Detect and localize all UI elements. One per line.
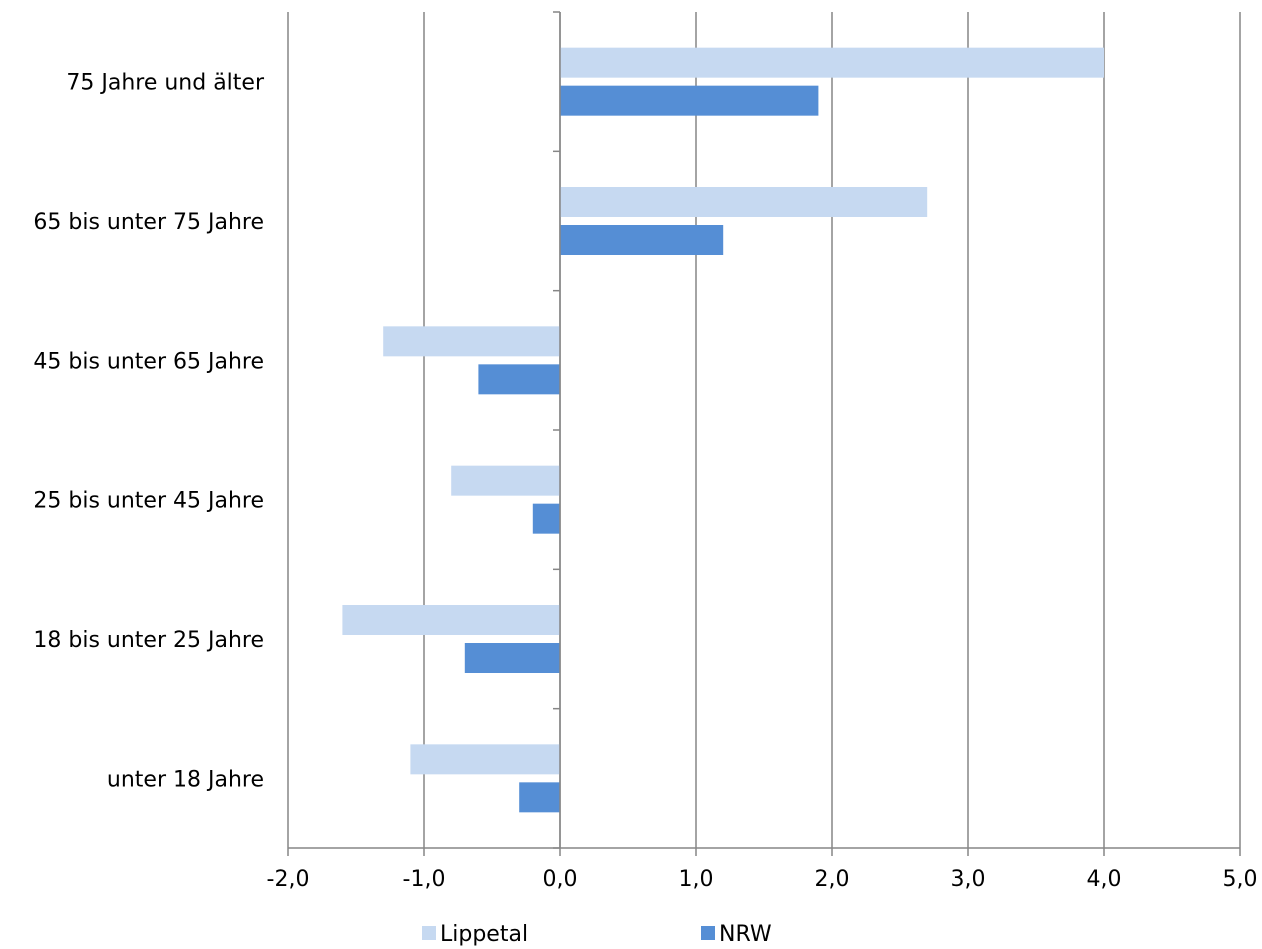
x-tick-label: 0,0 <box>543 867 578 892</box>
x-tick-label: 1,0 <box>679 867 714 892</box>
bar-lippetal <box>383 326 560 357</box>
legend-label-nrw: NRW <box>719 922 772 947</box>
category-label: 45 bis unter 65 Jahre <box>33 349 264 374</box>
bar-lippetal <box>410 744 560 775</box>
x-tick-label: 2,0 <box>815 867 850 892</box>
category-labels: 75 Jahre und älter 65 bis unter 75 Jahre 4… <box>33 71 265 793</box>
bars <box>342 47 1104 813</box>
category-label: unter 18 Jahre <box>107 767 264 792</box>
axes <box>288 11 1240 849</box>
x-tick-label: -2,0 <box>267 867 310 892</box>
bar-nrw <box>464 643 560 673</box>
category-label: 25 bis unter 45 Jahre <box>33 489 264 514</box>
legend-swatch-lippetal <box>422 926 436 940</box>
x-tick-labels: -2,0 -1,0 0,0 1,0 2,0 3,0 4,0 5,0 <box>267 867 1258 892</box>
bar-nrw <box>478 364 560 395</box>
x-tick-label: 4,0 <box>1087 867 1122 892</box>
x-tick-label: -1,0 <box>403 867 446 892</box>
legend-swatch-nrw <box>701 926 715 940</box>
bar-nrw <box>519 782 560 813</box>
bar-lippetal <box>560 187 928 217</box>
bar-nrw <box>560 85 819 116</box>
legend: Lippetal NRW <box>422 922 772 947</box>
bar-lippetal <box>560 47 1104 78</box>
bar-nrw <box>532 503 560 534</box>
bar-lippetal <box>342 605 560 635</box>
legend-label-lippetal: Lippetal <box>440 922 528 947</box>
category-label: 18 bis unter 25 Jahre <box>33 628 264 653</box>
category-label: 75 Jahre und älter <box>66 71 265 96</box>
bar-nrw <box>560 225 724 255</box>
gridlines <box>287 12 1241 856</box>
x-tick-label: 3,0 <box>951 867 986 892</box>
bar-lippetal <box>451 465 560 496</box>
x-tick-label: 5,0 <box>1223 867 1258 892</box>
category-label: 65 bis unter 75 Jahre <box>33 210 264 235</box>
